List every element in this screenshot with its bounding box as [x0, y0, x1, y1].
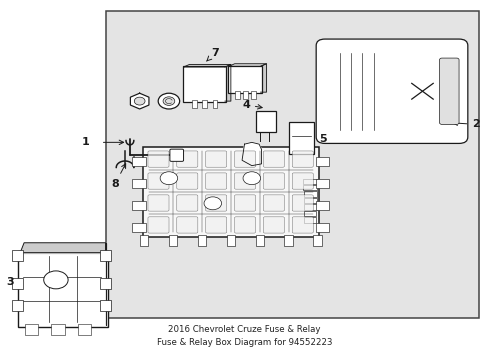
- FancyBboxPatch shape: [303, 198, 316, 203]
- FancyBboxPatch shape: [169, 149, 183, 161]
- Circle shape: [203, 197, 221, 210]
- FancyBboxPatch shape: [143, 147, 319, 237]
- FancyBboxPatch shape: [148, 151, 169, 167]
- FancyBboxPatch shape: [205, 151, 226, 167]
- FancyBboxPatch shape: [105, 12, 478, 318]
- FancyBboxPatch shape: [177, 173, 198, 189]
- FancyBboxPatch shape: [303, 179, 317, 184]
- Text: 2: 2: [452, 120, 479, 129]
- FancyBboxPatch shape: [205, 217, 226, 233]
- FancyBboxPatch shape: [292, 173, 313, 189]
- FancyBboxPatch shape: [148, 173, 169, 189]
- FancyBboxPatch shape: [303, 185, 317, 190]
- FancyBboxPatch shape: [313, 234, 321, 246]
- Text: 6: 6: [255, 157, 286, 176]
- FancyBboxPatch shape: [132, 223, 146, 232]
- FancyBboxPatch shape: [177, 217, 198, 233]
- FancyBboxPatch shape: [243, 91, 247, 99]
- FancyBboxPatch shape: [226, 234, 235, 246]
- FancyBboxPatch shape: [304, 217, 316, 223]
- Text: 5: 5: [294, 134, 325, 144]
- FancyBboxPatch shape: [202, 100, 206, 108]
- Circle shape: [43, 271, 68, 289]
- Polygon shape: [228, 64, 266, 66]
- FancyBboxPatch shape: [315, 201, 328, 210]
- FancyBboxPatch shape: [177, 195, 198, 211]
- Text: 1: 1: [82, 138, 90, 147]
- FancyBboxPatch shape: [315, 179, 328, 188]
- FancyBboxPatch shape: [304, 211, 316, 216]
- Polygon shape: [242, 142, 261, 166]
- FancyBboxPatch shape: [132, 179, 146, 188]
- FancyBboxPatch shape: [132, 157, 146, 166]
- Polygon shape: [183, 64, 230, 67]
- Polygon shape: [20, 243, 105, 253]
- FancyBboxPatch shape: [182, 66, 225, 102]
- FancyBboxPatch shape: [292, 151, 313, 167]
- FancyBboxPatch shape: [235, 91, 240, 99]
- Circle shape: [160, 172, 177, 185]
- FancyBboxPatch shape: [205, 195, 226, 211]
- FancyBboxPatch shape: [24, 324, 38, 334]
- FancyBboxPatch shape: [12, 300, 23, 311]
- FancyBboxPatch shape: [263, 151, 284, 167]
- FancyBboxPatch shape: [292, 195, 313, 211]
- FancyBboxPatch shape: [140, 234, 148, 246]
- FancyBboxPatch shape: [12, 250, 23, 261]
- Polygon shape: [130, 93, 149, 109]
- FancyBboxPatch shape: [263, 195, 284, 211]
- FancyBboxPatch shape: [255, 234, 264, 246]
- Circle shape: [158, 93, 179, 109]
- FancyBboxPatch shape: [100, 300, 111, 311]
- FancyBboxPatch shape: [12, 278, 23, 289]
- FancyBboxPatch shape: [191, 100, 196, 108]
- Text: 2016 Chevrolet Cruze Fuse & Relay: 2016 Chevrolet Cruze Fuse & Relay: [168, 325, 320, 334]
- FancyBboxPatch shape: [177, 151, 198, 167]
- FancyBboxPatch shape: [315, 157, 328, 166]
- FancyBboxPatch shape: [205, 173, 226, 189]
- Text: 3: 3: [7, 277, 14, 287]
- FancyBboxPatch shape: [169, 234, 177, 246]
- FancyBboxPatch shape: [234, 217, 255, 233]
- FancyBboxPatch shape: [255, 111, 276, 132]
- FancyBboxPatch shape: [18, 251, 108, 327]
- FancyBboxPatch shape: [315, 223, 328, 232]
- FancyBboxPatch shape: [263, 173, 284, 189]
- FancyBboxPatch shape: [284, 234, 292, 246]
- FancyBboxPatch shape: [250, 91, 255, 99]
- FancyBboxPatch shape: [292, 217, 313, 233]
- FancyBboxPatch shape: [234, 173, 255, 189]
- FancyBboxPatch shape: [263, 217, 284, 233]
- Polygon shape: [224, 64, 230, 101]
- FancyBboxPatch shape: [212, 100, 217, 108]
- FancyBboxPatch shape: [303, 192, 317, 197]
- FancyBboxPatch shape: [234, 195, 255, 211]
- FancyBboxPatch shape: [316, 39, 467, 143]
- FancyBboxPatch shape: [227, 66, 261, 93]
- Polygon shape: [260, 64, 266, 92]
- FancyBboxPatch shape: [100, 278, 111, 289]
- Text: Fuse & Relay Box Diagram for 94552223: Fuse & Relay Box Diagram for 94552223: [157, 338, 331, 347]
- FancyBboxPatch shape: [439, 58, 458, 125]
- FancyBboxPatch shape: [234, 151, 255, 167]
- FancyBboxPatch shape: [78, 324, 91, 334]
- Circle shape: [243, 172, 260, 185]
- FancyBboxPatch shape: [304, 204, 316, 210]
- FancyBboxPatch shape: [100, 250, 111, 261]
- Text: 8: 8: [111, 164, 125, 189]
- FancyBboxPatch shape: [132, 201, 146, 210]
- FancyBboxPatch shape: [148, 195, 169, 211]
- FancyBboxPatch shape: [289, 122, 314, 154]
- FancyBboxPatch shape: [51, 324, 64, 334]
- Circle shape: [134, 97, 145, 105]
- FancyBboxPatch shape: [198, 234, 206, 246]
- Text: 4: 4: [242, 100, 262, 110]
- Circle shape: [163, 97, 174, 105]
- Text: 7: 7: [206, 48, 219, 61]
- FancyBboxPatch shape: [148, 217, 169, 233]
